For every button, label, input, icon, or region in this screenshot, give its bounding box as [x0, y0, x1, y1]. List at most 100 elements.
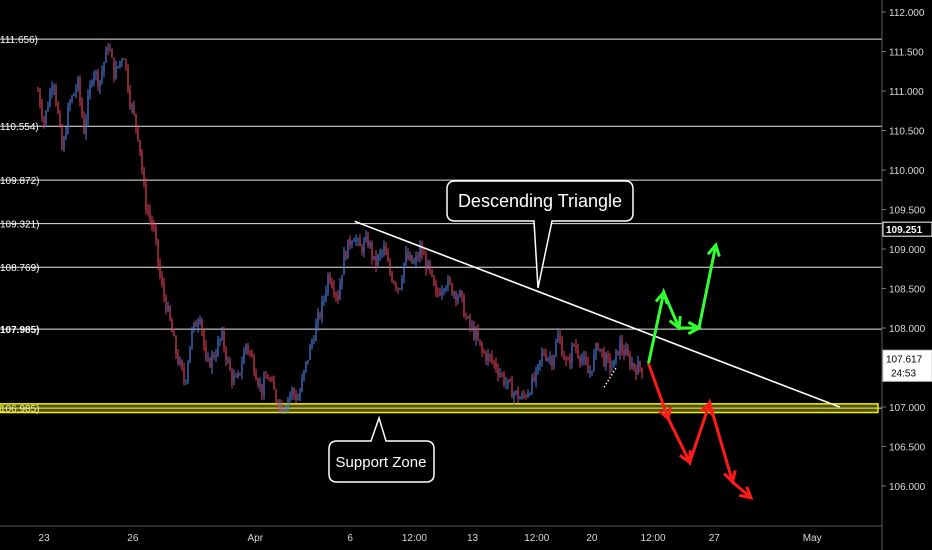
candle-body	[53, 86, 55, 89]
candle-body	[149, 211, 151, 220]
candle-body	[591, 370, 593, 372]
support-zone	[0, 403, 879, 414]
candle-body	[91, 81, 93, 85]
candle-body	[89, 84, 91, 96]
candle-body	[121, 59, 123, 62]
candle-body	[51, 88, 53, 92]
candle-body	[485, 352, 487, 361]
candle-body	[241, 363, 243, 374]
bullish-arrow-arrowhead	[654, 289, 669, 305]
candle-body	[515, 390, 517, 394]
candle-body	[403, 262, 405, 280]
candle-body	[243, 351, 245, 364]
y-tick-label: 111.000	[889, 87, 924, 98]
level-label: 109.872)	[0, 176, 39, 187]
candle-body	[205, 346, 207, 360]
candle-body	[123, 59, 125, 60]
candle-body	[625, 349, 627, 356]
candle-body	[275, 389, 277, 401]
support-callout-box	[328, 415, 435, 483]
candle-body	[317, 313, 319, 325]
candle-body	[239, 373, 241, 374]
candle-body	[417, 256, 419, 258]
candle-body	[529, 393, 531, 395]
current-price-label: 107.617	[886, 354, 923, 365]
candle-body	[233, 375, 235, 383]
candle-body	[349, 239, 351, 246]
candle-body	[359, 239, 361, 247]
candle-body	[289, 395, 291, 400]
candle-body	[519, 397, 521, 400]
candle-body	[451, 283, 453, 295]
candle-body	[43, 117, 45, 124]
projection-arrows	[647, 241, 754, 500]
candle-body	[441, 290, 443, 295]
candle-body	[143, 170, 145, 185]
candle-body	[59, 113, 61, 126]
candle-body	[487, 354, 489, 361]
candle-body	[455, 292, 457, 300]
candle-body	[611, 367, 613, 369]
candle-body	[251, 352, 253, 357]
x-tick-label: 27	[709, 533, 721, 544]
x-tick-label: 12:00	[402, 533, 427, 544]
candle-body	[459, 290, 461, 297]
candle-body	[323, 298, 325, 301]
candle-body	[637, 361, 639, 375]
candle-body	[405, 252, 407, 263]
candle-body	[237, 373, 239, 377]
candle-body	[153, 226, 155, 229]
candle-body	[367, 236, 369, 247]
bearish-arrow-arrowhead	[679, 450, 692, 466]
candle-body	[165, 296, 167, 312]
candle-body	[439, 293, 441, 295]
candle-body	[599, 348, 601, 350]
bullish-arrow-arrowhead	[706, 241, 721, 257]
bearish-arrow-arrowhead	[658, 406, 672, 422]
candle-body	[283, 409, 285, 412]
candle-body	[161, 276, 163, 284]
candle-body	[401, 279, 403, 289]
candle-body	[523, 394, 525, 396]
descending-triangle-line	[354, 220, 841, 408]
candle-body	[465, 316, 467, 318]
x-tick-label: 20	[586, 533, 598, 544]
y-tick-label: 112.000	[889, 8, 925, 19]
candle-body	[363, 241, 365, 252]
candle-body	[431, 269, 433, 276]
candle-body	[617, 350, 619, 355]
candle-body	[313, 340, 315, 342]
candle-body	[495, 362, 497, 370]
horizontal-levels: 111.656) 110.554) 109.872) 109.321) 108.769)…	[0, 35, 882, 415]
candle-body	[269, 379, 271, 381]
candle-body	[535, 369, 537, 381]
candle-body	[355, 239, 357, 242]
candle-body	[57, 102, 59, 114]
x-tick-label: 6	[347, 533, 353, 544]
candle-body	[579, 356, 581, 362]
candle-body	[447, 278, 449, 288]
candle-body	[481, 343, 483, 351]
candle-body	[173, 332, 175, 337]
candle-body	[285, 406, 287, 410]
bullish-arrow-arrowhead	[668, 315, 682, 331]
candle-body	[307, 359, 309, 362]
candle-body	[117, 66, 119, 68]
candle-body	[163, 283, 165, 297]
candle-body	[631, 363, 633, 367]
candle-body	[595, 344, 597, 354]
resistance-price-label: 109.251	[886, 225, 923, 236]
candle-body	[97, 71, 99, 88]
candle-body	[309, 345, 311, 360]
candle-body	[125, 59, 127, 68]
candle-body	[539, 360, 541, 365]
candle-body	[475, 330, 477, 339]
y-tick-label: 108.500	[889, 285, 926, 296]
candle-body	[433, 275, 435, 286]
candle-body	[347, 239, 349, 259]
candle-body	[429, 261, 431, 270]
candle-body	[419, 246, 421, 258]
candle-body	[49, 91, 51, 107]
candle-body	[445, 287, 447, 290]
candle-body	[559, 334, 561, 341]
